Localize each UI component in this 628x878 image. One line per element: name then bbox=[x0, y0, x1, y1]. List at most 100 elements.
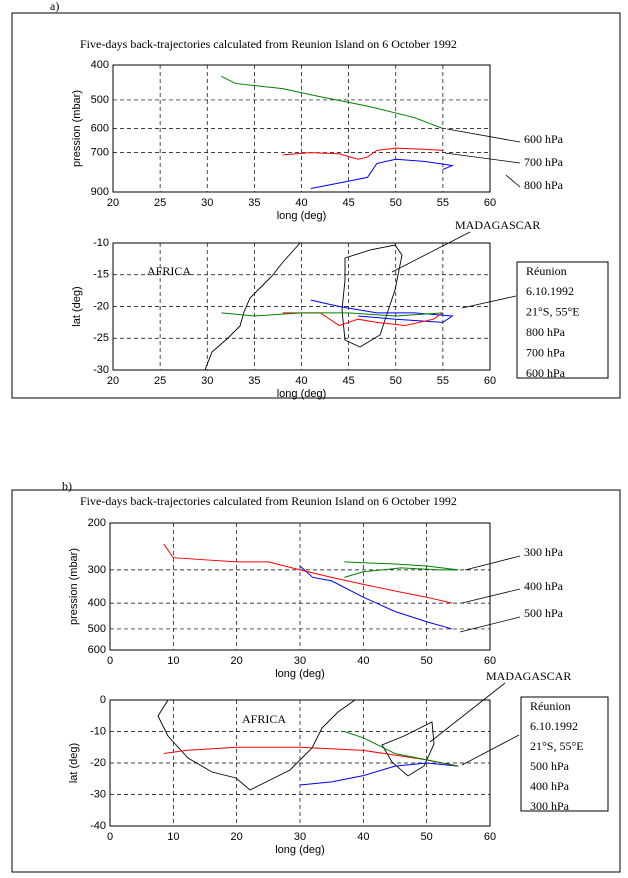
y-tick-label: 400 bbox=[88, 597, 106, 609]
series-label: 800 hPa bbox=[524, 178, 564, 192]
legend-entry: 700 hPa bbox=[526, 345, 566, 359]
x-tick-label: 30 bbox=[201, 197, 213, 209]
x-axis-label: long (deg) bbox=[277, 388, 327, 400]
y-tick-label: 700 bbox=[91, 147, 109, 159]
x-tick-label: 20 bbox=[107, 197, 119, 209]
x-tick-label: 60 bbox=[484, 655, 496, 667]
x-tick-label: 25 bbox=[154, 197, 166, 209]
y-tick-label: -30 bbox=[93, 364, 109, 376]
x-tick-label: 40 bbox=[357, 831, 369, 843]
legend-text: 6.10.1992 bbox=[526, 284, 574, 298]
y-tick-label: 500 bbox=[91, 94, 109, 106]
y-tick-label: -20 bbox=[90, 757, 106, 769]
y-tick-label: -10 bbox=[90, 725, 106, 737]
x-tick-label: 0 bbox=[107, 655, 113, 667]
x-tick-label: 50 bbox=[421, 831, 433, 843]
x-tick-label: 50 bbox=[421, 655, 433, 667]
trajectory bbox=[310, 299, 454, 323]
y-tick-label: 0 bbox=[100, 694, 106, 706]
trajectory bbox=[344, 561, 459, 578]
series-label: 600 hPa bbox=[524, 132, 564, 146]
x-axis-label: long (deg) bbox=[275, 844, 325, 856]
x-tick-label: 50 bbox=[390, 197, 402, 209]
y-axis-label: lat (deg) bbox=[68, 743, 80, 783]
annotation: AFRICA bbox=[242, 712, 286, 726]
x-tick-label: 30 bbox=[294, 831, 306, 843]
y-tick-label: -20 bbox=[93, 300, 109, 312]
x-tick-label: 20 bbox=[231, 655, 243, 667]
annotation: MADAGASCAR bbox=[486, 669, 571, 683]
legend-entry: 800 hPa bbox=[526, 325, 566, 339]
y-tick-label: 300 bbox=[88, 564, 106, 576]
x-tick-label: 35 bbox=[248, 197, 260, 209]
legend-box bbox=[520, 696, 609, 812]
y-tick-label: -10 bbox=[93, 237, 109, 249]
y-tick-label: 600 bbox=[91, 122, 109, 134]
legend-text: Réunion bbox=[526, 264, 567, 278]
series-label: 700 hPa bbox=[524, 155, 564, 169]
x-tick-label: 60 bbox=[484, 831, 496, 843]
x-tick-label: 40 bbox=[295, 197, 307, 209]
series-label: 500 hPa bbox=[524, 606, 564, 620]
panel-label: b) bbox=[62, 479, 72, 493]
series-label: 300 hPa bbox=[524, 545, 564, 559]
x-axis-label: long (deg) bbox=[277, 210, 327, 222]
y-tick-label: 600 bbox=[88, 644, 106, 656]
panel-frame bbox=[11, 12, 621, 399]
coastline-madagascar bbox=[341, 244, 403, 348]
annotation: MADAGASCAR bbox=[455, 218, 540, 232]
chart-title: Five-days back-trajectories calculated f… bbox=[80, 494, 457, 508]
series-label: 400 hPa bbox=[524, 579, 564, 593]
trajectory bbox=[282, 312, 444, 327]
plot-frame bbox=[112, 64, 491, 193]
legend-entry: 500 hPa bbox=[530, 759, 570, 773]
x-tick-label: 60 bbox=[484, 197, 496, 209]
x-tick-label: 55 bbox=[437, 375, 449, 387]
legend-text: Réunion bbox=[530, 699, 571, 713]
y-tick-label: -30 bbox=[90, 788, 106, 800]
x-tick-label: 25 bbox=[154, 375, 166, 387]
legend-text: 6.10.1992 bbox=[530, 719, 578, 733]
trajectory bbox=[310, 158, 455, 189]
x-tick-label: 60 bbox=[484, 375, 496, 387]
y-tick-label: -40 bbox=[90, 820, 106, 832]
trajectory bbox=[344, 731, 459, 767]
legend-entry: 600 hPa bbox=[526, 366, 566, 380]
trajectory bbox=[221, 312, 443, 317]
plot-frame bbox=[112, 242, 491, 371]
trajectory bbox=[163, 543, 453, 604]
legend-entry: 400 hPa bbox=[530, 779, 570, 793]
x-tick-label: 45 bbox=[343, 375, 355, 387]
x-tick-label: 30 bbox=[201, 375, 213, 387]
plot-frame bbox=[109, 522, 491, 651]
annotation: AFRICA bbox=[147, 264, 191, 278]
coastline-africa bbox=[204, 242, 301, 371]
x-axis-label: long (deg) bbox=[275, 668, 325, 680]
y-tick-label: 500 bbox=[88, 623, 106, 635]
trajectory bbox=[282, 147, 443, 160]
y-tick-label: 200 bbox=[88, 517, 106, 529]
trajectory bbox=[221, 75, 444, 129]
x-tick-label: 35 bbox=[248, 375, 260, 387]
panel-frame bbox=[11, 489, 621, 873]
x-tick-label: 10 bbox=[167, 831, 179, 843]
x-tick-label: 45 bbox=[343, 197, 355, 209]
panel-label: a) bbox=[50, 0, 59, 13]
legend-text: 21°S, 55°E bbox=[526, 305, 580, 319]
x-tick-label: 20 bbox=[231, 831, 243, 843]
trajectory bbox=[299, 762, 459, 786]
legend-text: 21°S, 55°E bbox=[530, 739, 584, 753]
legend-entry: 300 hPa bbox=[530, 799, 570, 813]
x-tick-label: 10 bbox=[167, 655, 179, 667]
y-tick-label: -25 bbox=[93, 332, 109, 344]
trajectory bbox=[299, 565, 453, 630]
y-tick-label: 900 bbox=[91, 186, 109, 198]
x-tick-label: 20 bbox=[107, 375, 119, 387]
x-tick-label: 55 bbox=[437, 197, 449, 209]
x-tick-label: 50 bbox=[390, 375, 402, 387]
x-tick-label: 30 bbox=[294, 655, 306, 667]
y-tick-label: 400 bbox=[91, 59, 109, 71]
x-tick-label: 40 bbox=[357, 655, 369, 667]
y-tick-label: -15 bbox=[93, 269, 109, 281]
